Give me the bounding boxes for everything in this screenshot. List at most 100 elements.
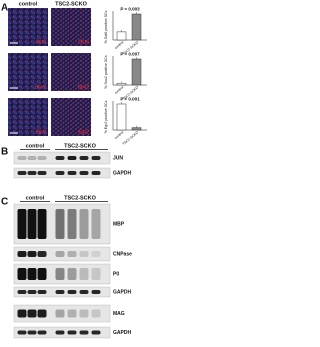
blot-band	[27, 251, 37, 257]
blot-band	[17, 251, 27, 257]
blot-band	[91, 171, 101, 175]
marker-label: Oct6	[35, 39, 46, 45]
blot-band	[91, 251, 101, 257]
blot-band	[17, 309, 27, 318]
micrograph	[51, 53, 91, 91]
blot-band	[67, 251, 77, 257]
blot-band	[17, 171, 27, 175]
p-value: P = 0.007	[120, 52, 140, 57]
blot-label: CNPase	[113, 251, 132, 257]
blot-band	[27, 209, 37, 239]
blot-band	[17, 156, 27, 160]
blot-band	[55, 330, 65, 335]
blot-band	[79, 268, 89, 280]
blot-background	[13, 246, 111, 262]
panel-label: A	[1, 3, 8, 14]
blot-label: MAG	[113, 311, 125, 317]
micrograph	[8, 98, 48, 136]
marker-label: Sox2	[78, 84, 90, 90]
bar	[131, 127, 142, 131]
blot-band	[55, 251, 65, 257]
y-axis-label: % Egr2 positive SCs	[104, 100, 108, 133]
blot-band	[17, 268, 27, 280]
condition-header: TSC2-SCKO	[64, 143, 97, 149]
condition-header: TSC2-SCKO	[55, 1, 88, 7]
marker-label: Oct6	[78, 39, 89, 45]
blot-band	[37, 171, 47, 175]
micrograph	[8, 8, 48, 46]
x-tick-label: control	[114, 40, 125, 50]
blot-band	[55, 290, 65, 294]
blot-band	[37, 156, 47, 160]
panel-label: B	[1, 147, 8, 158]
blot-band	[55, 268, 65, 280]
blot-band	[27, 156, 37, 160]
condition-header: control	[26, 195, 45, 201]
blot-band	[27, 171, 37, 175]
blot-band	[37, 268, 47, 280]
blot-label: GAPDH	[113, 330, 131, 336]
blot-band	[37, 290, 47, 294]
blot-band	[55, 309, 65, 318]
blot-band	[79, 209, 89, 239]
blot-band	[67, 156, 77, 160]
y-axis-label: % Sox2 positive SCs	[104, 55, 108, 89]
bar	[116, 83, 127, 86]
micrograph	[8, 53, 48, 91]
y-axis-label: % Oct6 positive SCs	[104, 10, 108, 43]
blot-band	[37, 330, 47, 335]
blot-band	[79, 156, 89, 160]
blot-band	[55, 171, 65, 175]
blot-band	[37, 309, 47, 318]
blot-band	[67, 268, 77, 280]
blot-band	[27, 268, 37, 280]
bar	[131, 13, 142, 41]
x-tick-label: control	[114, 85, 125, 95]
blot-band	[91, 309, 101, 318]
figure: A control TSC2-SCKO B control TSC2-SCKO …	[1, 1, 147, 339]
condition-header: control	[26, 143, 45, 149]
blot-label: JUN	[113, 155, 123, 161]
x-tick-label: TSC2-SCKO	[122, 130, 140, 146]
blot-band	[79, 171, 89, 175]
blot-band	[27, 309, 37, 318]
micrograph	[51, 8, 91, 46]
blot-band	[79, 251, 89, 257]
blot-band	[55, 156, 65, 160]
blot-band	[67, 330, 77, 335]
bar	[116, 103, 127, 131]
blot-background	[13, 304, 111, 323]
bar	[131, 58, 142, 86]
blot-band	[17, 209, 27, 239]
micrograph	[51, 98, 91, 136]
blot-band	[91, 156, 101, 160]
marker-label: Egr2	[35, 129, 46, 135]
blot-band	[79, 290, 89, 294]
x-tick-label: control	[114, 130, 125, 140]
blot-label: GAPDH	[113, 170, 131, 176]
blot-band	[91, 330, 101, 335]
p-value: P = 0.003	[120, 7, 140, 12]
blot-band	[27, 330, 37, 335]
marker-label: Sox2	[35, 84, 47, 90]
blot-band	[91, 290, 101, 294]
blot-band	[79, 309, 89, 318]
p-value: P < 0.001	[120, 97, 140, 102]
blot-band	[79, 330, 89, 335]
blot-label: GAPDH	[113, 289, 131, 295]
blot-label: MBP	[113, 221, 125, 227]
condition-header: control	[19, 1, 38, 7]
condition-header: TSC2-SCKO	[64, 195, 97, 201]
blot-band	[37, 209, 47, 239]
panel-label: C	[1, 197, 8, 208]
blot-band	[55, 209, 65, 239]
blot-band	[17, 290, 27, 294]
blot-band	[67, 309, 77, 318]
blot-band	[67, 290, 77, 294]
blot-band	[27, 290, 37, 294]
blot-band	[17, 330, 27, 335]
blot-band	[37, 251, 47, 257]
bar	[116, 31, 127, 41]
blot-band	[67, 209, 77, 239]
blot-band	[91, 268, 101, 280]
